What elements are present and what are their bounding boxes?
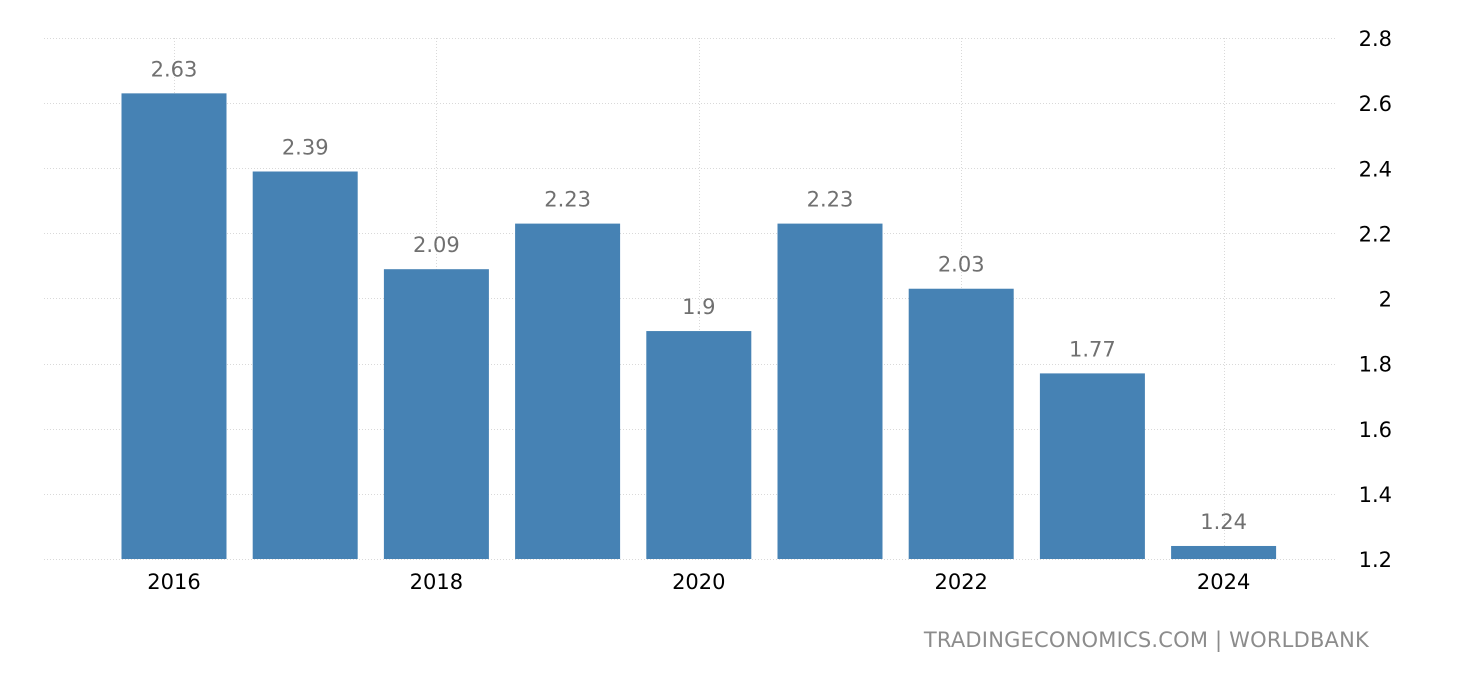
y-tick-label: 1.8 [1359,353,1392,377]
y-tick-label: 2.4 [1359,157,1392,181]
x-tick-label: 2020 [672,570,725,594]
bar [908,288,1014,559]
y-tick-label: 1.4 [1359,483,1392,507]
bar [1171,545,1277,559]
x-tick-label: 2022 [934,570,987,594]
bar [1039,373,1145,559]
y-tick-label: 2 [1379,288,1392,312]
data-label: 1.24 [1200,510,1247,534]
data-label: 1.77 [1069,337,1116,361]
bar [777,223,883,559]
data-label: 2.03 [938,253,985,277]
bar [646,331,752,559]
y-axis-ticks: 1.2 1.4 1.6 1.8 2 2.2 2.4 2.6 2.8 [1359,27,1392,572]
data-label: 2.09 [413,233,460,257]
x-tick-label: 2024 [1197,570,1250,594]
x-tick-label: 2018 [410,570,463,594]
y-tick-label: 2.2 [1359,222,1392,246]
y-tick-label: 2.6 [1359,92,1392,116]
source-credit: TRADINGECONOMICS.COM | WORLDBANK [923,628,1369,652]
data-label: 1.9 [682,295,715,319]
data-label: 2.23 [544,188,591,212]
x-tick-label: 2016 [147,570,200,594]
data-label: 2.23 [807,188,854,212]
y-tick-label: 2.8 [1359,27,1392,51]
y-tick-label: 1.2 [1359,548,1392,572]
x-axis-ticks: 2016 2018 2020 2022 2024 [147,570,1250,594]
data-labels: 2.63 2.39 2.09 2.23 1.9 2.23 2.03 1.77 1.24 [151,57,1247,534]
data-label: 2.63 [151,57,198,81]
bar [121,93,227,559]
bar [383,269,489,559]
data-label: 2.39 [282,136,329,160]
bar [252,171,358,559]
bar [515,223,621,559]
bars [121,93,1277,559]
y-tick-label: 1.6 [1359,418,1392,442]
